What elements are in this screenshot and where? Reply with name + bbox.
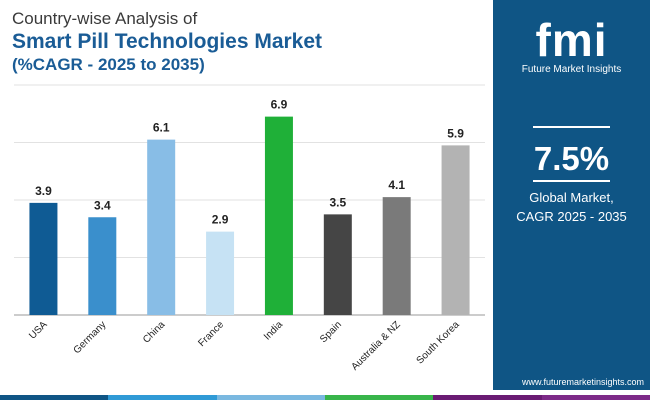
caption-line-1: Global Market, (529, 190, 614, 205)
category-label: India (262, 319, 285, 342)
strip-segment (324, 395, 434, 400)
global-cagr-value: 7.5% (533, 140, 610, 177)
category-label: USA (27, 319, 50, 342)
fmi-logo: fmi Future Market Insights (493, 6, 650, 75)
category-label: Spain (318, 319, 344, 345)
bar-usa (29, 202, 58, 315)
title-line-1: Country-wise Analysis of (12, 9, 198, 28)
divider-top (533, 126, 610, 128)
summary-panel: fmi Future Market Insights 7.5% Global M… (493, 0, 650, 390)
bar-value-label: 3.9 (35, 184, 52, 198)
category-label: Germany (72, 319, 109, 356)
bar-value-label: 3.4 (94, 198, 111, 212)
category-label: China (141, 319, 168, 346)
logo-mark: fmi (535, 14, 608, 66)
logo-subtitle: Future Market Insights (521, 64, 622, 75)
strip-segment (541, 395, 650, 400)
bar-value-label: 3.5 (329, 195, 346, 209)
bar-south-korea (441, 145, 470, 315)
bar-australia-nz (382, 197, 411, 315)
strip-segment (108, 395, 217, 400)
bar-value-label: 4.1 (388, 178, 405, 192)
bar-value-label: 5.9 (447, 126, 464, 140)
category-label: France (196, 319, 226, 349)
bar-germany (88, 217, 117, 315)
bar-value-label: 6.9 (271, 98, 288, 112)
global-cagr-caption: Global Market, CAGR 2025 - 2035 (493, 188, 650, 226)
caption-line-2: CAGR 2025 - 2035 (516, 209, 627, 224)
category-label: South Korea (415, 319, 462, 366)
strip-segment (216, 395, 325, 400)
bar-value-label: 6.1 (153, 121, 170, 135)
strip-segment (433, 395, 542, 400)
category-label: Australia & NZ (349, 319, 402, 372)
strip-segment (0, 395, 109, 400)
divider-middle (533, 180, 610, 182)
bar-india (264, 116, 293, 315)
bar-spain (323, 214, 352, 315)
title-line-3: (%CAGR - 2025 to 2035) (12, 55, 205, 74)
bottom-color-strip (0, 395, 650, 400)
website-url[interactable]: www.futuremarketinsights.com (521, 377, 644, 387)
bar-chart: 3.9 USA 3.4 Germany 6.1 China 2.9 France 6.9 Indi… (14, 84, 485, 373)
bar-china (147, 139, 176, 315)
chart-title-block: Country-wise Analysis of Smart Pill Tech… (12, 8, 322, 75)
title-line-2: Smart Pill Technologies Market (12, 30, 323, 53)
bar-value-label: 2.9 (212, 213, 229, 227)
bar-france (206, 231, 235, 315)
